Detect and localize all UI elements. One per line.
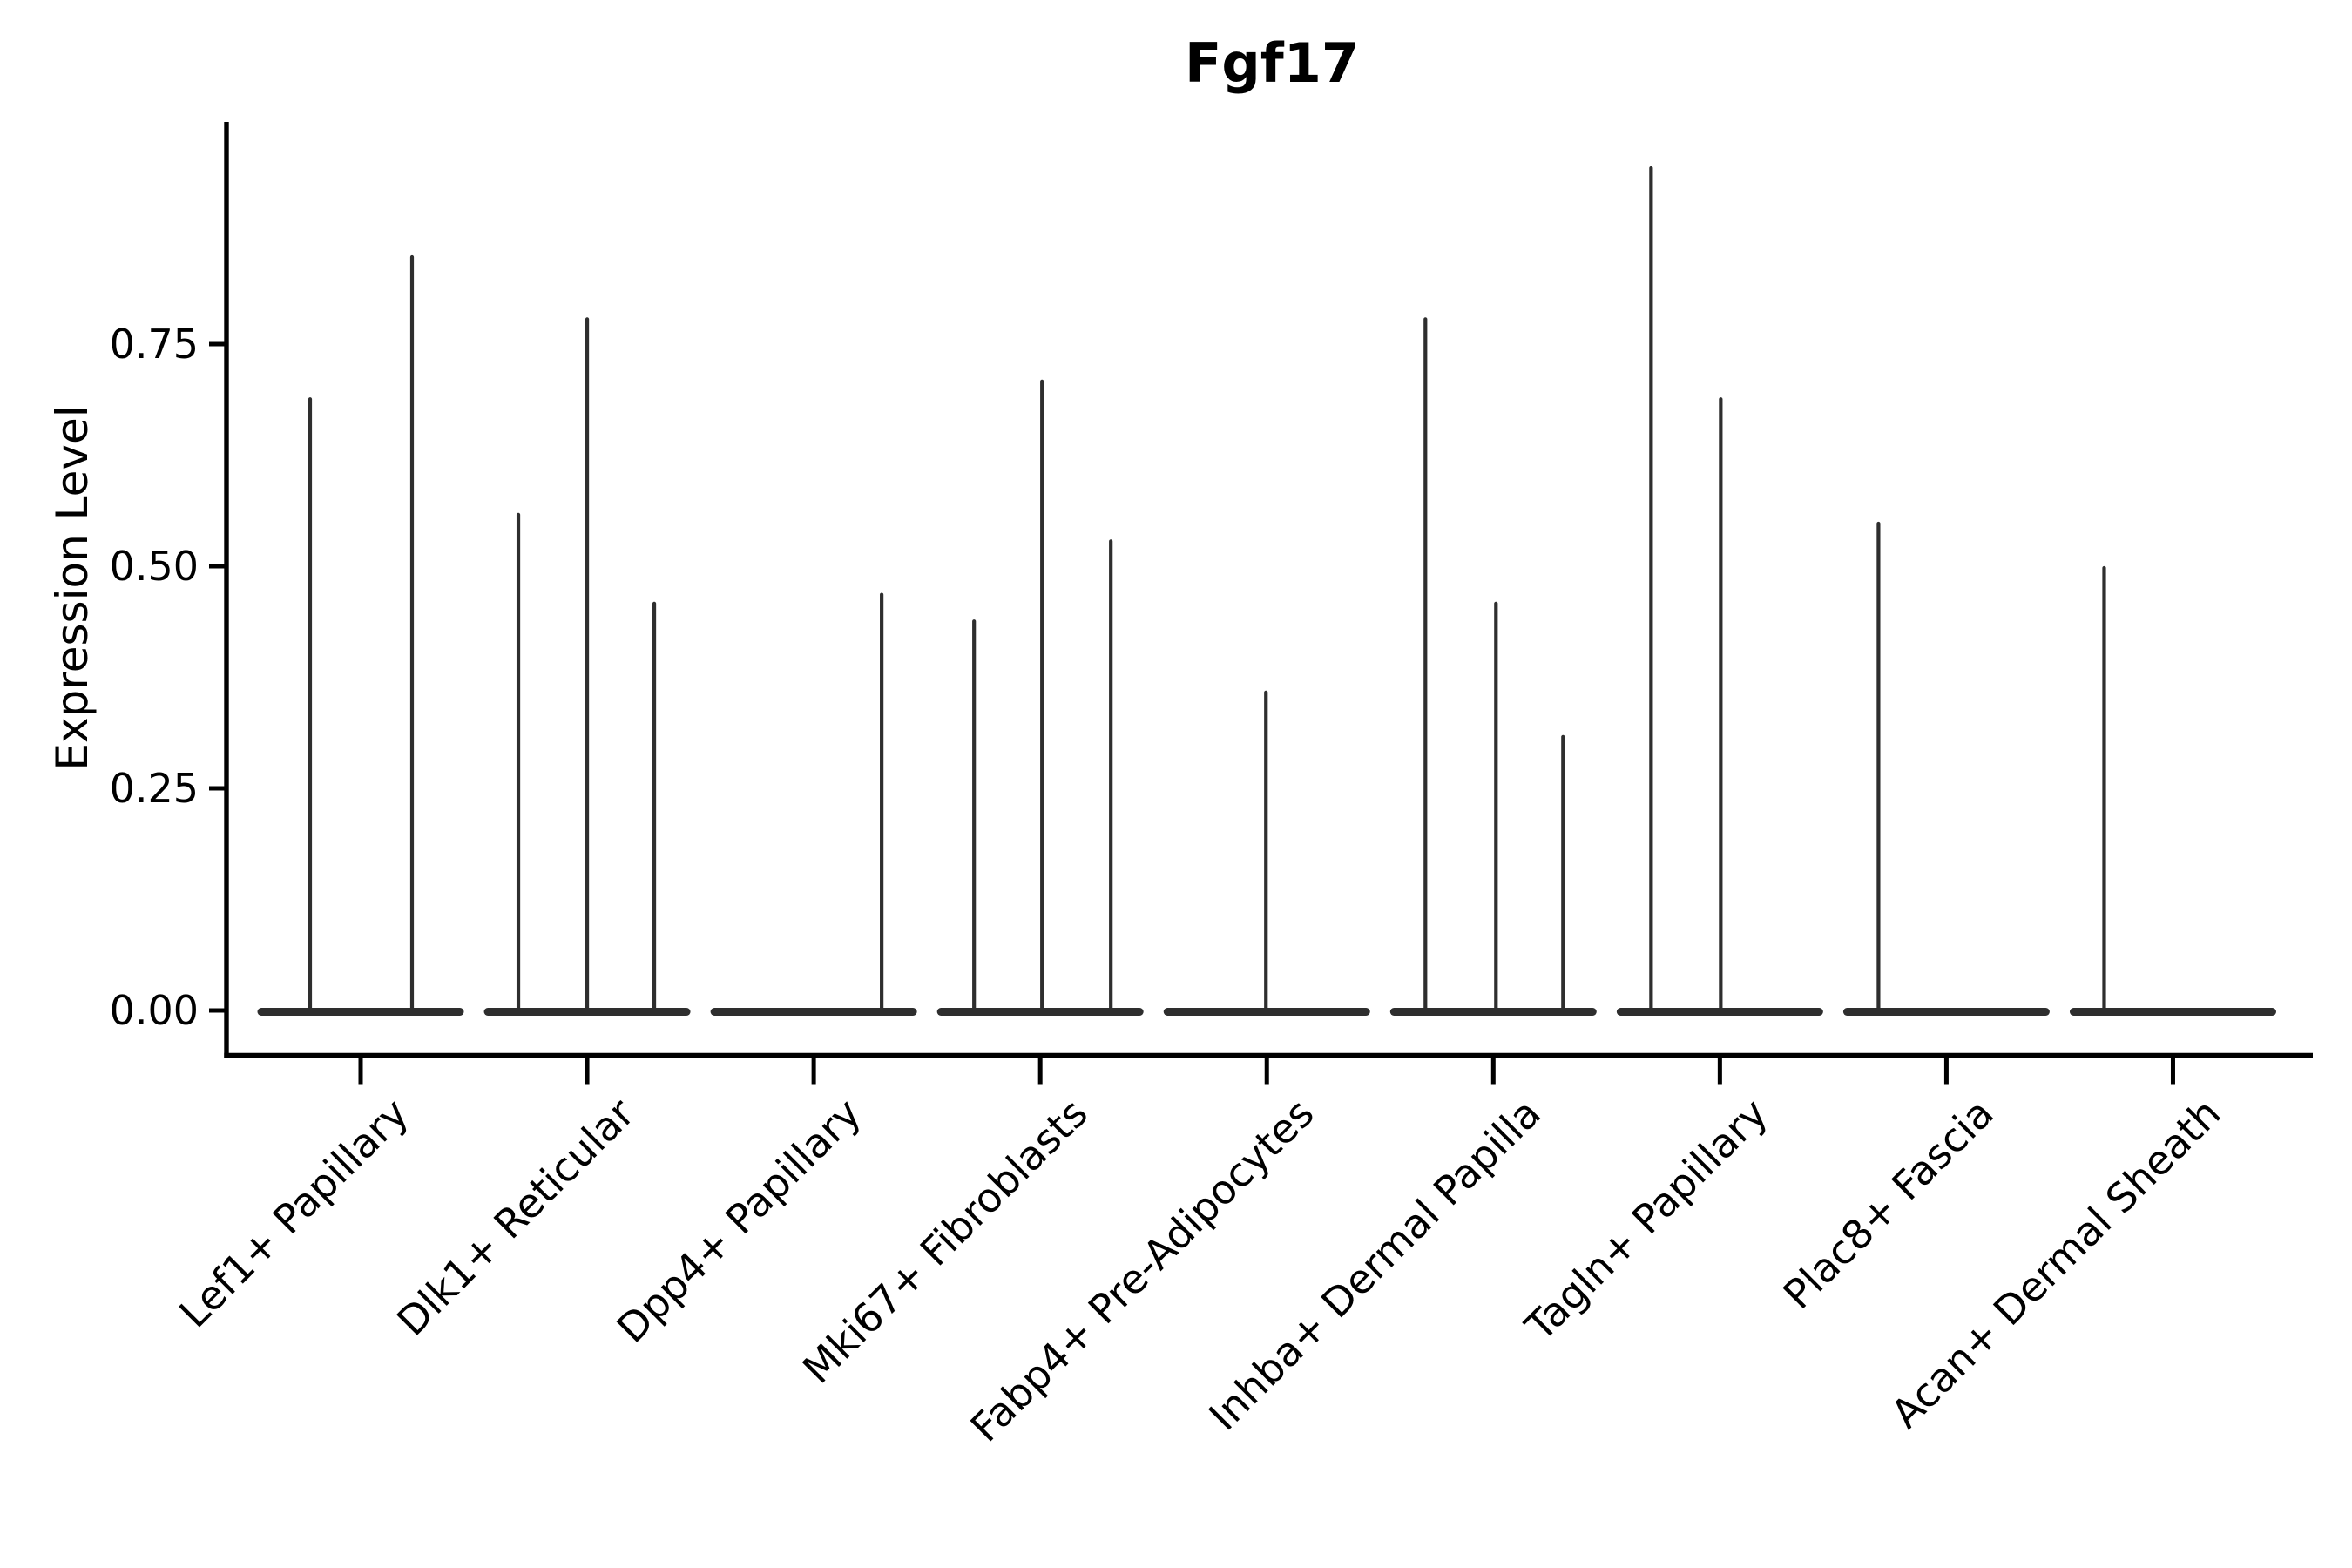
violin-body bbox=[257, 1008, 464, 1016]
violin-body bbox=[710, 1008, 917, 1016]
violin-body bbox=[1389, 1008, 1597, 1016]
y-tick-label: 0.25 bbox=[109, 765, 199, 812]
violin-body bbox=[2069, 1008, 2276, 1016]
y-tick-label: 0.75 bbox=[109, 321, 199, 368]
plot-title: Fgf17 bbox=[1185, 31, 1359, 95]
y-tick-label: 0.50 bbox=[109, 543, 199, 590]
violin-body bbox=[1842, 1008, 2050, 1016]
y-tick-label: 0.00 bbox=[109, 987, 199, 1034]
